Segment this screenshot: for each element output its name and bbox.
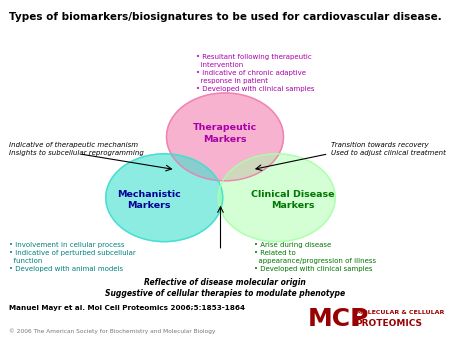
Text: • Arise during disease
• Related to
  appearance/progression of illness
• Develo: • Arise during disease • Related to appe…	[254, 242, 376, 272]
Text: • Resultant following therapeutic
  intervention
• Indicative of chronic adaptiv: • Resultant following therapeutic interv…	[196, 54, 314, 92]
Circle shape	[106, 154, 223, 242]
Text: Indicative of therapeutic mechanism
Insights to subcellular reprogramming: Indicative of therapeutic mechanism Insi…	[9, 142, 144, 156]
Circle shape	[166, 93, 284, 181]
Circle shape	[218, 154, 335, 242]
Text: Therapeutic
Markers: Therapeutic Markers	[193, 123, 257, 144]
Text: • Involvement in cellular process
• Indicative of perturbed subcellular
  functi: • Involvement in cellular process • Indi…	[9, 242, 136, 272]
Text: MOLECULAR & CELLULAR: MOLECULAR & CELLULAR	[356, 310, 444, 315]
Text: Mechanistic
Markers: Mechanistic Markers	[117, 190, 180, 210]
Text: MCP: MCP	[308, 307, 369, 332]
Text: Manuel Mayr et al. Mol Cell Proteomics 2006;5:1853-1864: Manuel Mayr et al. Mol Cell Proteomics 2…	[9, 305, 245, 311]
Text: Clinical Disease
Markers: Clinical Disease Markers	[251, 190, 334, 210]
Text: PROTEOMICS: PROTEOMICS	[356, 319, 423, 328]
Text: © 2006 The American Society for Biochemistry and Molecular Biology: © 2006 The American Society for Biochemi…	[9, 329, 216, 334]
Text: Reflective of disease molecular origin
Suggestive of cellular therapies to modul: Reflective of disease molecular origin S…	[105, 277, 345, 298]
Text: Types of biomarkers/biosignatures to be used for cardiovascular disease.: Types of biomarkers/biosignatures to be …	[9, 12, 441, 22]
Text: Transition towards recovery
Used to adjust clinical treatment: Transition towards recovery Used to adju…	[331, 142, 446, 156]
